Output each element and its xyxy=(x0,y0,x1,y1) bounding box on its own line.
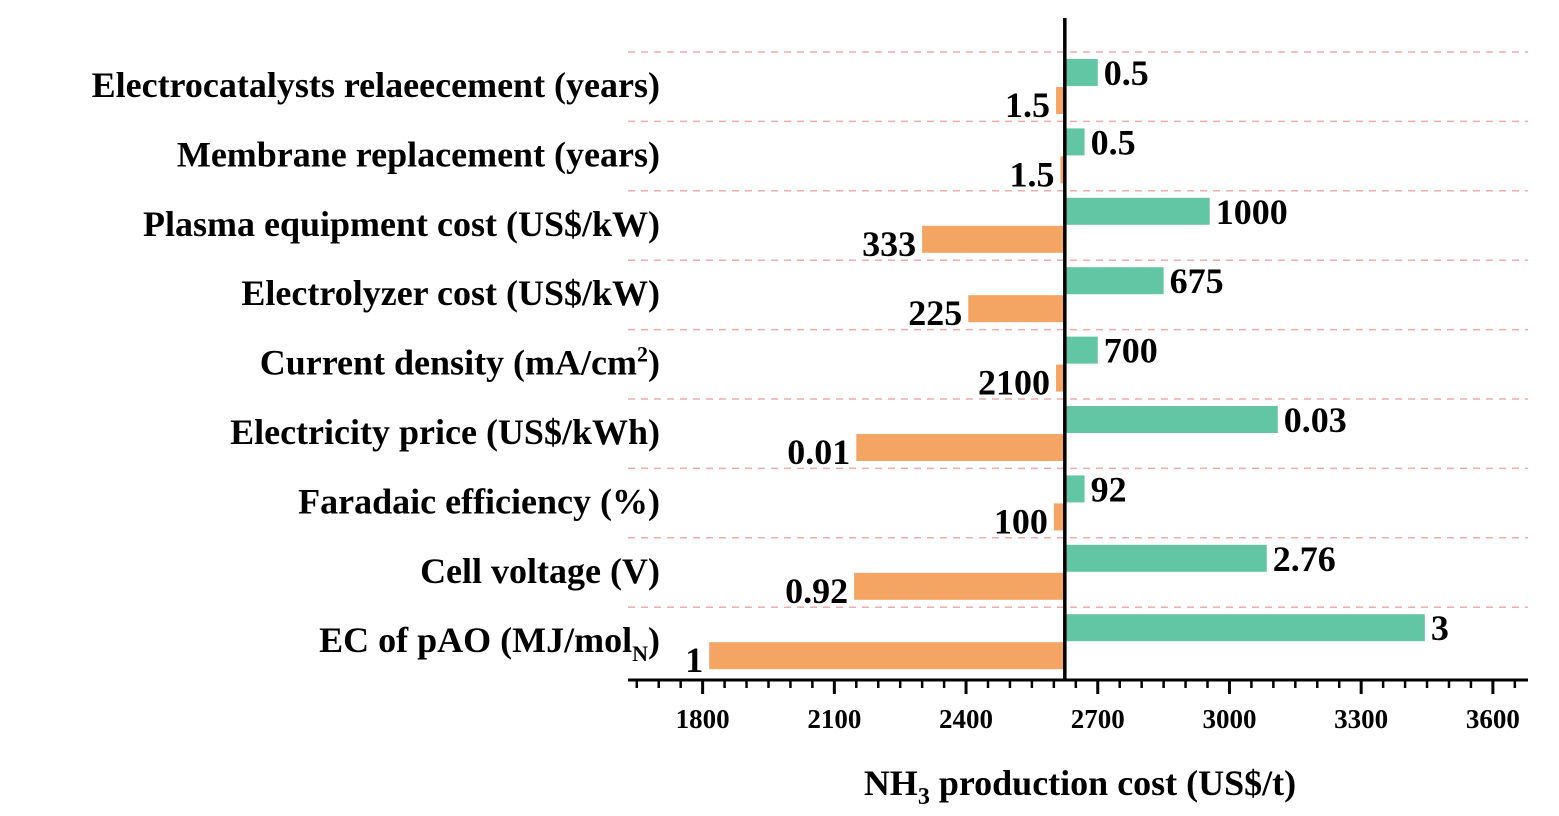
bar-low-label: 100 xyxy=(994,501,1048,541)
bar-high xyxy=(1064,128,1085,156)
x-tick-label: 3300 xyxy=(1334,704,1388,734)
bar-low xyxy=(922,225,1065,253)
labels: 0.5 1.5 Electrocatalysts relaeecement (yea… xyxy=(92,53,1449,680)
bar-low xyxy=(1056,364,1065,392)
bar-high xyxy=(1064,544,1267,572)
x-tick-label: 1800 xyxy=(676,704,730,734)
bar-high xyxy=(1064,197,1210,225)
category-label: Plasma equipment cost (US$/kW) xyxy=(143,204,660,244)
category-label: Electrocatalysts relaeecement (years) xyxy=(92,65,660,105)
bar-low xyxy=(968,295,1065,323)
bar-high-label: 0.03 xyxy=(1284,400,1347,440)
bar-low-label: 0.92 xyxy=(785,571,848,611)
category-label: Electrolyzer cost (US$/kW) xyxy=(241,273,660,313)
bar-high-label: 2.76 xyxy=(1273,539,1336,579)
bar-high xyxy=(1064,59,1098,86)
bar-high xyxy=(1064,475,1085,503)
category-label: Cell voltage (V) xyxy=(420,551,660,591)
bar-low-label: 333 xyxy=(862,224,916,264)
bar-low xyxy=(856,434,1065,461)
bar-low xyxy=(854,572,1065,600)
bar-high-label: 3 xyxy=(1431,608,1449,648)
bar-high-label: 675 xyxy=(1170,261,1224,301)
bar-low-label: 225 xyxy=(908,293,962,333)
bar-low-label: 2100 xyxy=(978,363,1050,403)
category-label: Faradaic efficiency (%) xyxy=(298,481,660,521)
bar-low-label: 0.01 xyxy=(787,432,850,472)
bars xyxy=(709,59,1425,670)
bar-high-label: 0.5 xyxy=(1091,122,1136,162)
bar-low xyxy=(1060,156,1065,184)
x-tick-label: 2400 xyxy=(939,704,993,734)
bar-low-label: 1.5 xyxy=(1009,154,1054,194)
category-label: EC of pAO (MJ/molN) xyxy=(319,620,660,666)
bar-high-label: 0.5 xyxy=(1104,53,1149,93)
bar-high xyxy=(1064,614,1425,642)
x-tick-label: 3000 xyxy=(1202,704,1256,734)
x-axis-title: NH3 production cost (US$/t) xyxy=(864,763,1296,810)
grid-lines xyxy=(628,51,1528,608)
x-axis: 1800 2100 2400 2700 3000 3300 3600 xyxy=(628,678,1528,734)
category-label: Current density (mA/cm2) xyxy=(260,342,660,383)
bar-low xyxy=(1056,87,1065,114)
bar-low-label: 1 xyxy=(685,640,703,680)
bar-low-label: 1.5 xyxy=(1005,85,1050,125)
bar-low xyxy=(709,642,1065,670)
bar-high-label: 700 xyxy=(1104,331,1158,371)
bar-low xyxy=(1053,503,1065,531)
x-tick-label: 2100 xyxy=(807,704,861,734)
bar-high xyxy=(1064,336,1098,364)
category-label: Membrane replacement (years) xyxy=(177,134,660,174)
bar-high-label: 1000 xyxy=(1216,192,1288,232)
bar-high xyxy=(1064,406,1278,433)
category-label: Electricity price (US$/kWh) xyxy=(230,412,660,452)
bar-high-label: 92 xyxy=(1091,469,1127,509)
x-tick-label: 3600 xyxy=(1466,704,1520,734)
x-tick-label: 2700 xyxy=(1071,704,1125,734)
bar-high xyxy=(1064,267,1164,295)
